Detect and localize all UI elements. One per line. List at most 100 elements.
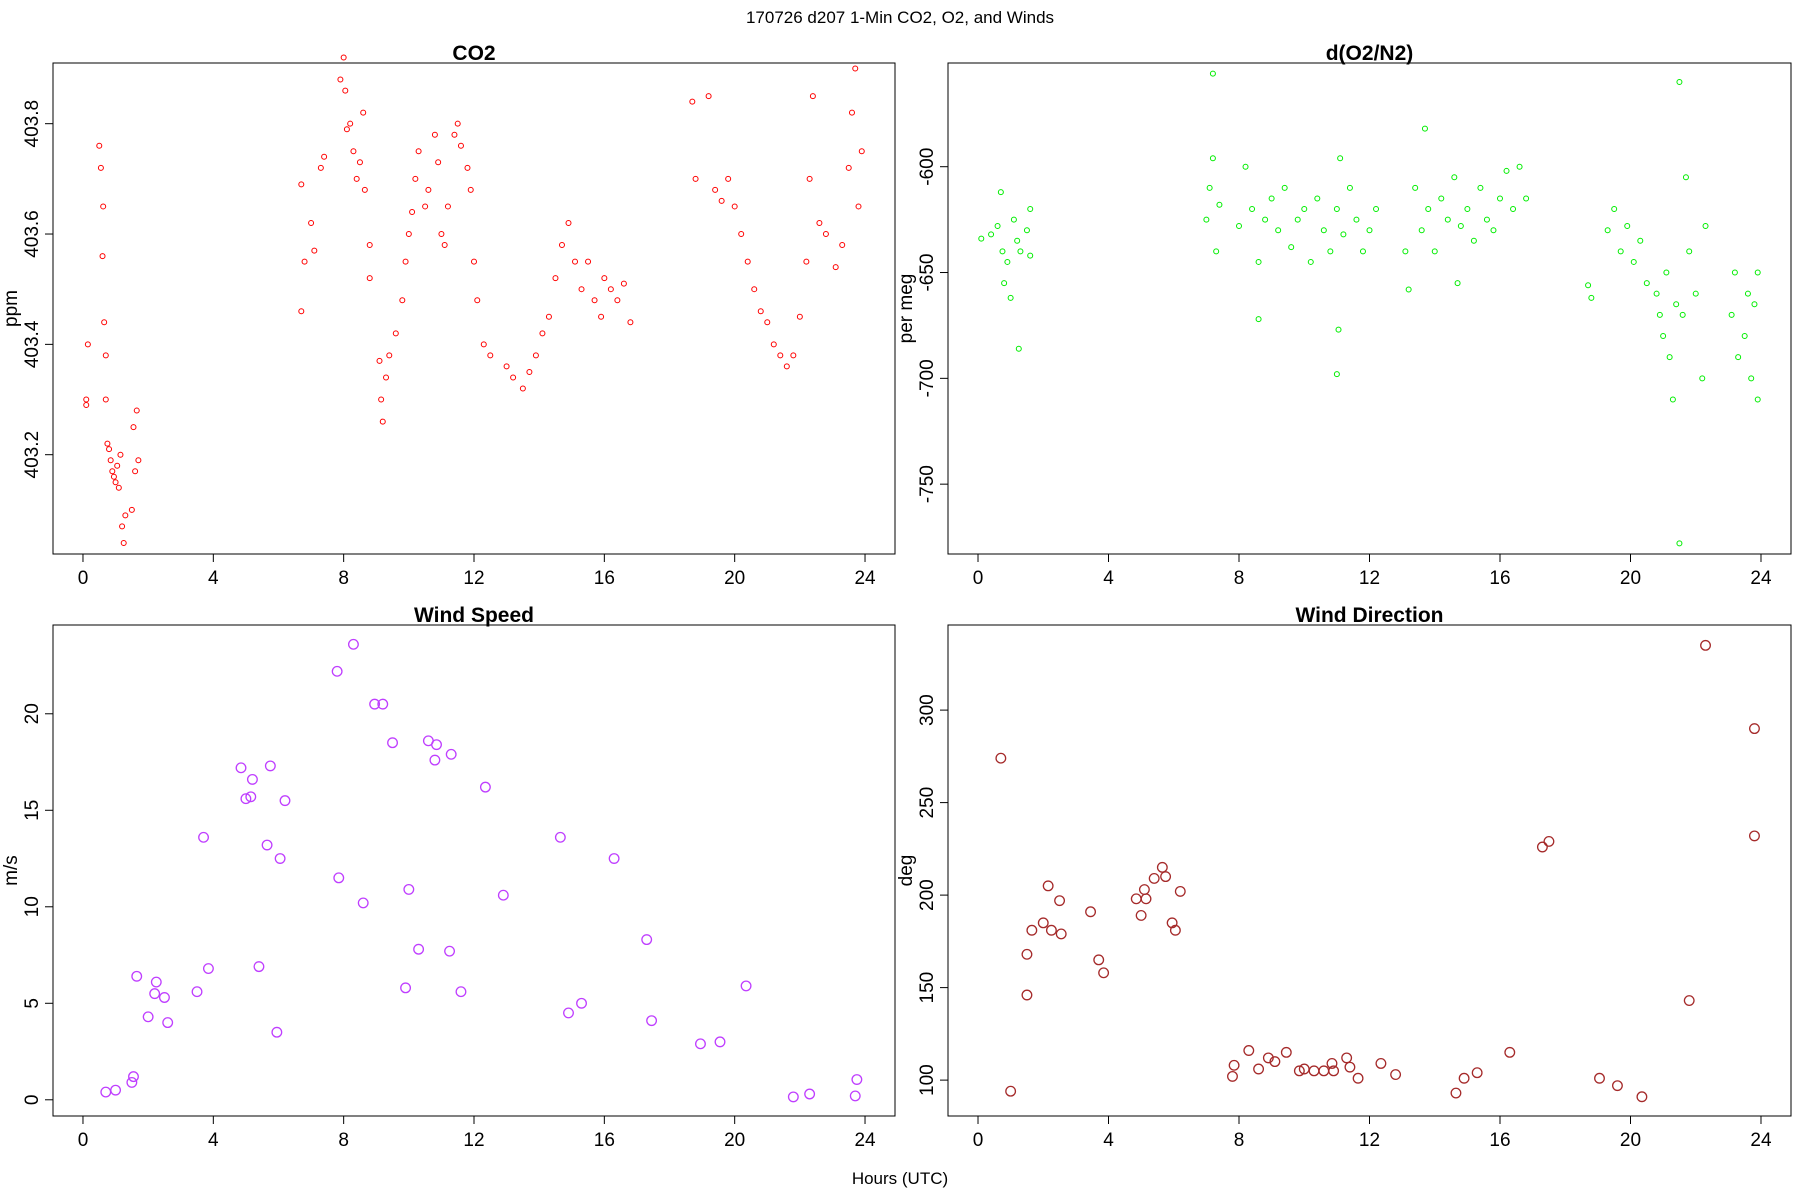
data-point: [1728, 311, 1735, 318]
data-point: [1203, 216, 1210, 223]
data-point: [1307, 258, 1314, 265]
y-tick-label: 403.4: [22, 320, 43, 368]
data-point: [399, 297, 406, 304]
data-point: [578, 286, 585, 293]
data-point: [1010, 216, 1017, 223]
data-point: [1228, 1059, 1240, 1071]
data-point: [731, 203, 738, 210]
data-point: [471, 258, 477, 265]
data-point: [554, 831, 566, 843]
data-point: [83, 396, 90, 403]
data-point: [97, 164, 104, 171]
data-point: [435, 159, 442, 166]
data-point: [126, 1076, 138, 1088]
data-point: [83, 402, 90, 409]
data-point: [202, 963, 214, 974]
data-point: [1213, 248, 1220, 255]
data-point: [130, 424, 137, 431]
data-point: [360, 109, 367, 116]
data-point: [999, 248, 1006, 255]
data-point: [725, 175, 732, 182]
data-point: [106, 446, 113, 453]
data-point: [438, 231, 445, 238]
data-point: [298, 181, 305, 188]
data-point: [261, 839, 273, 851]
data-point: [572, 258, 579, 265]
data-point: [852, 65, 859, 72]
data-point: [114, 462, 121, 469]
data-point: [1470, 237, 1477, 244]
x-tick-label: 16: [1489, 1130, 1510, 1151]
data-point: [429, 754, 441, 766]
y-axis-label: deg: [896, 855, 917, 887]
data-point: [563, 1007, 574, 1019]
x-tick-label: 4: [208, 1130, 219, 1151]
panel: CO2 ppm 0 4 8 12 16 20 24 403.2 403.4 403.6 403.8: [1, 42, 896, 589]
data-point: [1699, 375, 1706, 382]
data-point: [1735, 354, 1742, 361]
data-point: [135, 457, 142, 464]
data-point: [598, 313, 605, 320]
x-tick-label: 20: [1620, 568, 1641, 589]
data-point: [816, 219, 823, 226]
data-point: [1320, 227, 1327, 234]
data-point: [1673, 301, 1680, 308]
y-tick-label: 0: [22, 1094, 43, 1105]
y-tick-label: 20: [22, 703, 43, 724]
data-point: [1412, 184, 1419, 191]
data-point: [1536, 841, 1548, 853]
data-point: [1255, 258, 1262, 265]
x-tick-label: 8: [1234, 568, 1245, 589]
data-point: [120, 539, 127, 546]
data-point: [783, 363, 790, 370]
data-point: [1543, 836, 1555, 847]
y-tick-label: 100: [917, 1064, 938, 1096]
data-point: [1682, 174, 1689, 181]
data-point: [714, 1036, 726, 1048]
data-point: [117, 451, 124, 458]
data-point: [1140, 893, 1152, 905]
data-point: [803, 258, 810, 265]
data-point: [1503, 167, 1510, 174]
data-point: [1027, 252, 1034, 259]
data-point: [413, 943, 425, 955]
y-tick-label: -750: [917, 465, 938, 503]
data-point: [1294, 216, 1301, 223]
data-point: [1594, 1072, 1605, 1084]
y-tick-label: -600: [917, 148, 938, 186]
data-point: [1471, 1067, 1483, 1079]
data-point: [608, 853, 620, 864]
y-tick-label: -650: [917, 254, 938, 292]
data-point: [1660, 333, 1667, 340]
data-point: [1098, 967, 1110, 979]
data-point: [503, 363, 510, 370]
data-point: [1692, 290, 1699, 297]
panel-title: Wind Speed: [414, 604, 534, 627]
data-point: [1421, 125, 1428, 132]
data-point: [264, 760, 276, 772]
data-point: [366, 242, 373, 249]
data-point: [809, 93, 816, 100]
data-point: [1679, 311, 1686, 318]
data-point: [1037, 917, 1049, 929]
data-point: [1373, 206, 1380, 213]
data-point: [1431, 248, 1438, 255]
x-tick-label: 12: [1359, 568, 1380, 589]
data-point: [245, 791, 257, 803]
data-point: [409, 208, 416, 215]
data-point: [1405, 286, 1412, 293]
data-point: [1458, 1072, 1470, 1084]
data-point: [1045, 924, 1057, 936]
data-point: [1005, 1085, 1017, 1097]
data-point: [1666, 354, 1673, 361]
data-point: [104, 440, 111, 447]
data-point: [845, 164, 852, 171]
panel: Wind Direction deg 0 4 8 12 16 20 24 100 150 200 250…: [896, 604, 1792, 1151]
data-point: [162, 1017, 174, 1029]
data-point: [552, 275, 559, 282]
data-point: [526, 368, 533, 375]
data-point: [997, 189, 1004, 196]
data-point: [1676, 79, 1683, 86]
data-point: [422, 203, 429, 210]
